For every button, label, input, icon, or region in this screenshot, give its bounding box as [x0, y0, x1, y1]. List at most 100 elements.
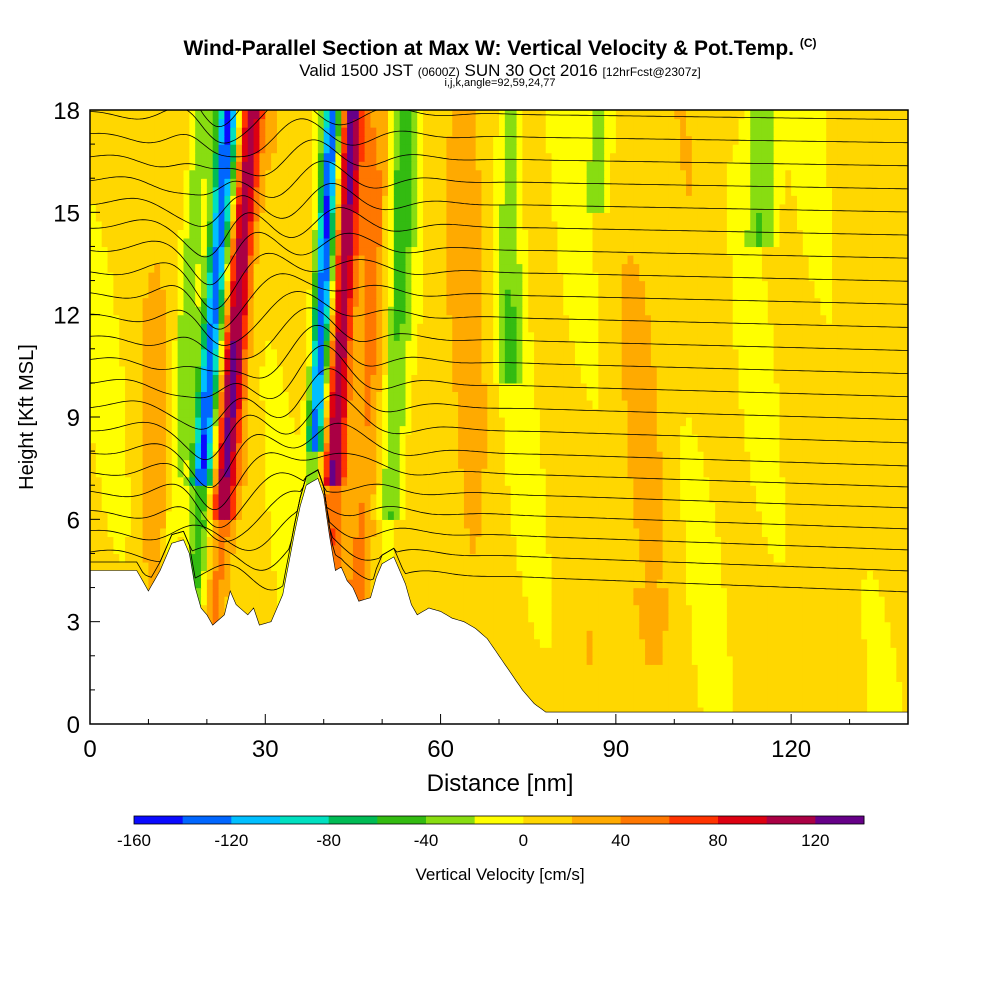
velocity-cell	[528, 621, 535, 631]
velocity-cell	[814, 425, 821, 435]
velocity-cell	[545, 527, 553, 537]
velocity-cell	[615, 570, 623, 580]
velocity-cell	[849, 476, 857, 486]
velocity-cell	[715, 442, 722, 452]
velocity-cell	[796, 442, 804, 452]
velocity-cell	[539, 664, 547, 674]
velocity-cell	[680, 655, 687, 665]
velocity-cell	[434, 587, 442, 597]
velocity-cell	[685, 604, 693, 614]
velocity-cell	[276, 561, 284, 572]
velocity-cell	[417, 510, 424, 520]
velocity-cell	[545, 689, 553, 700]
velocity-cell	[241, 459, 249, 469]
velocity-cell	[411, 519, 418, 529]
velocity-cell	[861, 681, 868, 691]
velocity-cell	[796, 485, 804, 495]
velocity-cell	[738, 451, 745, 461]
velocity-cell	[463, 493, 471, 503]
velocity-cell	[855, 561, 862, 572]
velocity-cell	[90, 510, 97, 520]
velocity-cell	[294, 425, 301, 435]
velocity-cell	[528, 613, 535, 623]
velocity-cell	[504, 425, 512, 435]
velocity-cell	[294, 417, 301, 427]
velocity-cell	[504, 621, 512, 631]
velocity-cell	[481, 604, 488, 614]
velocity-cell	[610, 630, 617, 640]
velocity-cell	[756, 681, 763, 691]
velocity-cell	[610, 502, 617, 512]
velocity-cell	[393, 425, 401, 435]
velocity-cell	[890, 689, 897, 700]
velocity-cell	[569, 621, 576, 631]
velocity-cell	[744, 468, 751, 478]
velocity-cell	[721, 604, 728, 614]
velocity-cell	[826, 510, 833, 520]
velocity-cell	[785, 647, 792, 657]
velocity-cell	[855, 587, 862, 597]
velocity-cell	[393, 493, 401, 503]
velocity-cell	[685, 706, 693, 717]
velocity-cell	[872, 527, 880, 537]
velocity-cell	[95, 544, 103, 555]
velocity-cell	[837, 672, 845, 682]
velocity-cell	[691, 689, 699, 700]
velocity-cell	[639, 425, 646, 435]
velocity-cell	[872, 621, 880, 631]
velocity-cell	[569, 613, 576, 623]
velocity-cell	[750, 434, 757, 444]
velocity-cell	[645, 672, 652, 682]
velocity-cell	[691, 706, 699, 717]
velocity-cell	[253, 451, 261, 461]
velocity-cell	[434, 417, 442, 427]
velocity-cell	[271, 527, 278, 537]
velocity-cell	[463, 519, 471, 529]
velocity-cell	[697, 493, 705, 503]
velocity-cell	[522, 468, 529, 478]
velocity-cell	[808, 425, 816, 435]
velocity-cell	[288, 527, 296, 537]
velocity-cell	[820, 519, 827, 529]
velocity-cell	[206, 502, 214, 512]
velocity-cell	[230, 544, 237, 555]
velocity-cell	[370, 544, 377, 555]
velocity-cell	[528, 681, 535, 691]
velocity-cell	[294, 502, 301, 512]
velocity-cell	[709, 459, 716, 469]
velocity-cell	[814, 664, 821, 674]
velocity-cell	[95, 434, 103, 444]
velocity-cell	[569, 544, 576, 555]
velocity-cell	[621, 613, 629, 623]
velocity-cell	[276, 451, 284, 461]
velocity-cell	[767, 681, 775, 691]
velocity-cell	[890, 596, 897, 606]
velocity-cell	[703, 604, 710, 614]
velocity-cell	[230, 527, 237, 537]
velocity-cell	[487, 476, 494, 486]
velocity-cell	[206, 510, 214, 520]
velocity-cell	[154, 493, 161, 503]
velocity-cell	[709, 647, 716, 657]
velocity-cell	[872, 519, 880, 529]
velocity-cell	[545, 655, 553, 665]
velocity-cell	[475, 570, 483, 580]
velocity-cell	[896, 485, 903, 495]
velocity-cell	[265, 510, 272, 520]
velocity-cell	[253, 434, 261, 444]
velocity-cell	[148, 570, 155, 580]
velocity-cell	[586, 510, 594, 520]
velocity-cell	[586, 536, 594, 546]
velocity-cell	[744, 630, 751, 640]
velocity-cell	[411, 451, 418, 461]
velocity-cell	[154, 468, 161, 478]
velocity-cell	[259, 579, 266, 589]
velocity-cell	[463, 604, 471, 614]
velocity-cell	[510, 476, 518, 486]
velocity-cell	[896, 442, 903, 452]
velocity-cell	[516, 544, 523, 555]
velocity-cell	[534, 468, 541, 478]
velocity-cell	[504, 519, 512, 529]
velocity-cell	[428, 451, 436, 461]
velocity-cell	[574, 544, 582, 555]
